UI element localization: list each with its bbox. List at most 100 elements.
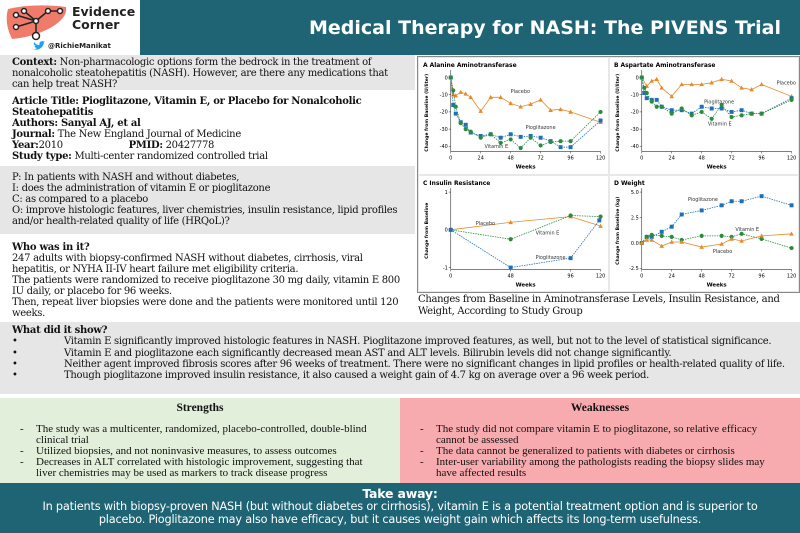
data-point [498, 94, 503, 100]
data-point [597, 217, 602, 222]
series-label: Pioglitazone [536, 254, 566, 260]
series-line-vitamin-e [640, 232, 792, 248]
x-tick-label: 72 [728, 155, 734, 161]
data-point [568, 109, 573, 114]
strength-item: - The study was a multicenter, randomized… [20, 423, 367, 446]
data-point [568, 139, 573, 144]
results-section: What did it show? • Vitamin E significant… [0, 322, 800, 394]
data-point [641, 85, 646, 90]
takeaway-section: Take away: In patients with biopsy-prove… [0, 483, 800, 533]
data-point [678, 239, 684, 244]
pico-section: P: In patients with NASH and without dia… [0, 166, 415, 234]
data-point [669, 108, 674, 113]
data-point [478, 135, 483, 140]
y-axis-label: Change from Baseline [424, 202, 430, 258]
data-point [644, 90, 649, 96]
data-point [638, 240, 644, 245]
data-point [468, 94, 474, 100]
data-point [739, 113, 744, 118]
data-point [709, 116, 714, 121]
data-point [708, 80, 714, 85]
data-point [688, 82, 694, 87]
data-point [699, 104, 704, 109]
data-point [669, 111, 674, 116]
data-point [679, 211, 684, 216]
data-point [739, 198, 744, 203]
series-label: Vitamin E [536, 230, 560, 236]
weaknesses-heading: Weaknesses [570, 402, 630, 414]
series-line-pioglitazone [450, 77, 601, 148]
data-point [653, 76, 659, 82]
x-axis-label: Weeks [706, 282, 726, 288]
x-tick-label: 120 [786, 273, 795, 279]
chart-ast: B Aspartate Aminotransferase 0 24 48 72 96 120… [609, 58, 798, 174]
data-point [558, 145, 563, 150]
data-point [508, 132, 513, 137]
data-point [719, 233, 724, 238]
x-tick-label: 48 [698, 155, 704, 161]
x-tick-label: 24 [668, 273, 674, 279]
y-tick-label: -20 [630, 110, 638, 116]
data-point [759, 193, 764, 198]
data-point [789, 202, 794, 207]
data-point [453, 111, 458, 116]
data-point [598, 109, 603, 114]
data-point [508, 265, 513, 270]
x-tick-label: 120 [786, 155, 795, 161]
data-point [759, 236, 764, 241]
data-point [649, 99, 654, 104]
twitter-handle[interactable]: @RichieManikat [48, 42, 111, 50]
data-point [558, 106, 563, 112]
data-point [448, 227, 453, 232]
data-point [498, 135, 503, 140]
x-tick-label: 48 [508, 273, 514, 279]
pico-p: P: In patients with NASH and without dia… [12, 172, 240, 183]
data-point [699, 109, 704, 114]
y-tick-label: -20 [440, 110, 448, 116]
data-point [448, 75, 453, 80]
data-point [463, 122, 468, 127]
x-tick-label: 72 [537, 155, 543, 161]
data-point [598, 214, 603, 219]
data-point [669, 224, 674, 229]
series-label: Vitamin E [484, 144, 508, 150]
figure-caption: Changes from Baseline in Aminotransferas… [418, 294, 780, 317]
data-point [644, 96, 649, 101]
data-point [699, 233, 704, 238]
strengths-heading: Strengths [176, 402, 224, 414]
y-tick-label: 5.0 [630, 189, 638, 195]
data-point [643, 237, 649, 242]
data-point [748, 87, 754, 92]
data-point [658, 85, 664, 90]
y-axis-label: Change from Baseline (U/liter) [614, 74, 620, 152]
x-axis-label: Weeks [516, 282, 536, 288]
x-tick-label: 48 [698, 273, 704, 279]
series-label: Vitamin E [735, 226, 759, 232]
data-point [759, 111, 764, 116]
data-point [659, 233, 664, 238]
x-tick-label: 24 [668, 155, 674, 161]
x-axis-label: Weeks [706, 164, 726, 170]
data-point [718, 241, 724, 246]
data-point [654, 104, 659, 109]
data-point [508, 219, 513, 224]
weakness-item: - The data cannot be generalized to patie… [420, 445, 735, 457]
data-point [538, 97, 543, 102]
data-point [568, 145, 573, 150]
strength-item: - Utilized biopsies, and not noninvasive … [20, 445, 337, 457]
liver-logo-icon [6, 5, 67, 41]
context-section: Context: Non-pharmacologic options form … [0, 55, 415, 90]
data-point [698, 82, 704, 87]
data-point [729, 114, 734, 120]
series-label: Placebo [776, 80, 795, 86]
data-point [548, 139, 553, 145]
pico-o: O: improve histologic features, liver ch… [12, 205, 398, 227]
data-point [689, 113, 694, 118]
data-point [451, 88, 456, 93]
result-item: • Vitamin E significantly improved histol… [12, 336, 772, 348]
data-point [679, 106, 684, 111]
series-line-pioglitazone [450, 219, 600, 268]
data-point [478, 108, 483, 113]
